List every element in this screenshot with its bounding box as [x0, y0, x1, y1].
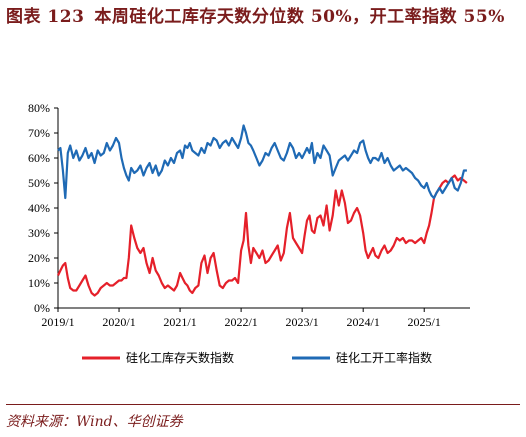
x-tick-label: 2019/1	[41, 315, 74, 329]
utilization-series-line	[57, 124, 467, 200]
figure-label: 图表 123	[6, 7, 85, 27]
y-tick-label: 40%	[28, 201, 50, 215]
x-tick-label: 2020/1	[102, 315, 135, 329]
y-tick-label: 0%	[34, 301, 50, 315]
line-chart: 0% 10% 20% 30% 40% 50% 60% 70% 80% 2019/1 2020/1 20…	[28, 101, 470, 365]
chart-title: 图表 123 本周硅化工库存天数分位数 50%，开工率指数 55%	[6, 2, 520, 32]
y-tick-label: 10%	[28, 276, 50, 290]
footer-divider	[6, 404, 520, 405]
legend-label-inventory: 硅化工库存天数指数	[126, 350, 234, 365]
x-tick-label: 2024/1	[347, 315, 380, 329]
y-tick-label: 60%	[28, 151, 50, 165]
y-tick-label: 20%	[28, 251, 50, 265]
source-note: 资料来源：Wind、华创证券	[6, 414, 183, 430]
y-tick-label: 50%	[28, 176, 50, 190]
y-tick-label: 80%	[28, 101, 50, 115]
x-tick-label: 2022/1	[224, 315, 257, 329]
inventory-series-line	[57, 174, 468, 297]
legend-label-utilization: 硅化工开工率指数	[336, 350, 432, 365]
y-tick-label: 30%	[28, 226, 50, 240]
y-tick-label: 70%	[28, 126, 50, 140]
x-tick-label: 2023/1	[285, 315, 318, 329]
x-tick-label: 2021/1	[163, 315, 196, 329]
x-tick-label: 2025/1	[408, 315, 441, 329]
figure-title: 本周硅化工库存天数分位数 50%，开工率指数 55%	[94, 7, 505, 27]
